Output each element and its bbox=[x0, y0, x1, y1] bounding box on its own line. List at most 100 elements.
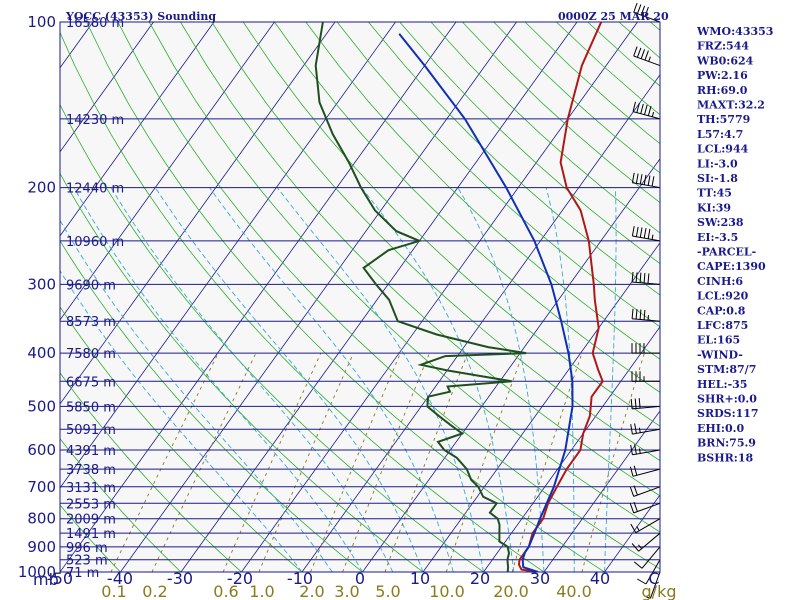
index-value: CAPE:1390 bbox=[697, 260, 766, 273]
wind-barb-flag bbox=[647, 228, 651, 239]
wind-barb bbox=[630, 423, 661, 435]
wind-barb-flag bbox=[633, 2, 638, 13]
temperature-tick-label: 20 bbox=[470, 569, 490, 588]
wind-barb-flag bbox=[651, 176, 655, 187]
wind-barb-flag bbox=[644, 104, 648, 115]
index-value: L57:4.7 bbox=[697, 128, 743, 141]
wind-barb-flag bbox=[632, 101, 636, 112]
wind-barb bbox=[633, 46, 661, 67]
wind-barb-flag bbox=[640, 49, 646, 59]
wind-barb-flag bbox=[629, 466, 634, 477]
wind-barb-staff bbox=[632, 405, 661, 410]
height-label: 16580 m bbox=[66, 16, 124, 31]
wind-barb-staff bbox=[632, 182, 661, 189]
temperature-tick-label: 10 bbox=[410, 569, 430, 588]
wind-barb-staff bbox=[633, 11, 661, 23]
index-value: SRDS:117 bbox=[697, 407, 759, 420]
isotherm-line bbox=[60, 22, 396, 489]
wind-barb-half-flag bbox=[651, 234, 654, 240]
temperature-tick-label: 40 bbox=[590, 569, 610, 588]
mixing-ratio-tick-label: 2.0 bbox=[299, 582, 324, 600]
wind-barb-flag bbox=[636, 102, 640, 113]
isotherm-line bbox=[60, 22, 154, 153]
dewpoint-profile bbox=[314, 22, 527, 572]
wind-barb-half-flag bbox=[638, 427, 641, 433]
index-value: EHI:0.0 bbox=[697, 422, 744, 435]
mixing-ratio-tick-label: 40.0 bbox=[556, 582, 592, 600]
mixing-ratio-tick-label: 10.0 bbox=[429, 582, 465, 600]
wind-barb-flag bbox=[631, 271, 634, 283]
mixing-ratio-tick-label: 1.0 bbox=[249, 582, 274, 600]
wind-barb bbox=[629, 485, 661, 497]
isotherm-line bbox=[120, 22, 517, 572]
index-value: STM:87/7 bbox=[697, 363, 756, 376]
height-label: 3131 m bbox=[66, 481, 116, 496]
isotherm-line bbox=[60, 22, 457, 572]
parcel-profile bbox=[398, 33, 574, 572]
wind-barb-staff bbox=[632, 428, 661, 435]
height-label: 14230 m bbox=[66, 113, 124, 128]
index-value: BRN:75.9 bbox=[697, 437, 756, 450]
index-value: SI:-1.8 bbox=[697, 172, 738, 185]
wind-barb bbox=[633, 546, 661, 569]
wind-barb bbox=[630, 518, 661, 534]
index-value: PW:2.16 bbox=[697, 69, 748, 82]
wind-barb-half-flag bbox=[645, 596, 651, 599]
wind-barb bbox=[631, 371, 661, 382]
wind-barb-staff bbox=[638, 532, 661, 552]
pressure-unit-label: mb bbox=[33, 570, 59, 589]
wind-barb-flag bbox=[629, 503, 635, 514]
wind-barb-flag bbox=[630, 523, 637, 533]
wind-barb bbox=[631, 532, 661, 552]
pressure-tick-label: 500 bbox=[27, 397, 56, 415]
index-value: SHR+:0.0 bbox=[697, 393, 757, 406]
index-value: WB0:624 bbox=[696, 54, 754, 67]
wind-barb-flag bbox=[639, 227, 643, 238]
isotherm-line bbox=[60, 22, 336, 405]
index-value: CINH:6 bbox=[697, 275, 743, 288]
wind-barb-flag bbox=[631, 226, 635, 237]
height-label: 2553 m bbox=[66, 497, 116, 512]
wind-barb-staff bbox=[632, 111, 661, 120]
sounding-time: 0000Z 25 MAR 20 bbox=[558, 10, 669, 23]
height-label: 1491 m bbox=[66, 527, 116, 542]
temperature-tick-label: -50 bbox=[47, 569, 73, 588]
mixing-ratio-tick-label: 0.1 bbox=[101, 582, 126, 600]
wind-barb-flag bbox=[630, 398, 633, 409]
wind-barb-half-flag bbox=[638, 448, 641, 454]
wind-barb-flag bbox=[633, 561, 643, 569]
wind-barb-flag bbox=[633, 46, 638, 57]
wind-barb bbox=[629, 465, 661, 477]
wind-barb bbox=[645, 571, 661, 599]
wind-barb-flag bbox=[638, 398, 641, 409]
wind-barb-staff bbox=[632, 281, 661, 285]
wind-barb bbox=[630, 444, 661, 456]
index-value: -PARCEL- bbox=[697, 246, 756, 259]
wind-barb-flag bbox=[633, 501, 638, 512]
height-label: 5850 m bbox=[66, 400, 116, 415]
wind-barb-staff bbox=[649, 571, 661, 599]
wind-barb-flag bbox=[640, 103, 644, 114]
wind-barb-flag bbox=[647, 273, 650, 284]
index-value: LFC:875 bbox=[697, 319, 748, 332]
wind-barb-flag bbox=[635, 226, 639, 237]
wind-barb bbox=[631, 343, 661, 354]
height-label: 9690 m bbox=[66, 278, 116, 293]
wind-barb-flag bbox=[643, 228, 647, 239]
wind-barb-staff bbox=[635, 518, 661, 534]
isotherm-line bbox=[241, 22, 638, 572]
temperature-tick-label: -30 bbox=[167, 569, 193, 588]
mixing-ratio-tick-label: g/kg bbox=[642, 582, 677, 600]
pressure-tick-label: 100 bbox=[27, 13, 56, 31]
temperature-tick-label: -10 bbox=[287, 569, 313, 588]
index-value: EI:-3.5 bbox=[697, 231, 738, 244]
wind-barb-flag bbox=[633, 485, 638, 496]
index-value: TH:5779 bbox=[697, 113, 750, 126]
pressure-tick-label: 400 bbox=[27, 344, 56, 362]
isotherm-line bbox=[362, 158, 660, 572]
wind-barb-flag bbox=[647, 175, 651, 186]
wind-barb-flag bbox=[636, 4, 642, 14]
wind-barb-staff bbox=[632, 318, 661, 322]
index-value: LCL:920 bbox=[697, 290, 749, 303]
height-label: 4391 m bbox=[66, 444, 116, 459]
